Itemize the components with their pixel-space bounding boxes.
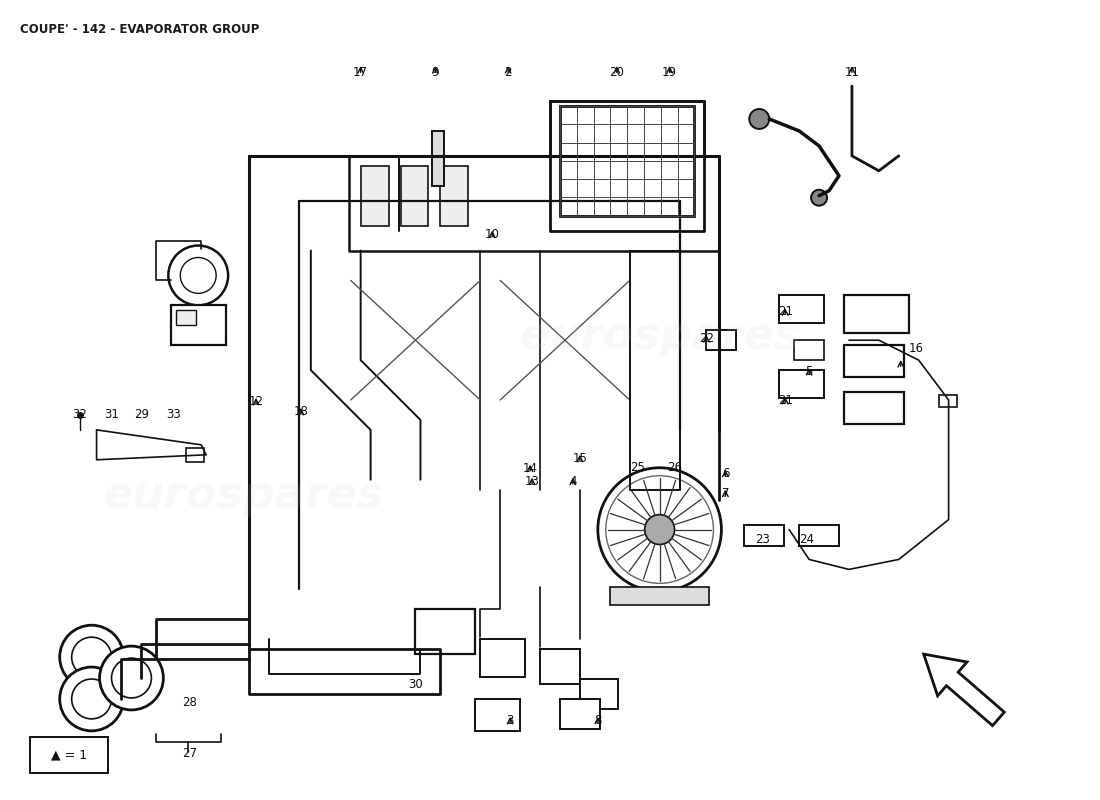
Bar (475, 699, 520, 731)
Bar (580, 679, 618, 709)
Bar (794, 340, 824, 360)
Bar (560, 106, 694, 216)
Bar (706, 330, 736, 350)
Bar (745, 525, 784, 546)
Circle shape (606, 476, 714, 583)
Text: eurospares: eurospares (102, 474, 384, 517)
Text: 33: 33 (166, 409, 180, 422)
Bar (779, 295, 824, 323)
Bar (844, 345, 904, 377)
Text: 10: 10 (485, 227, 499, 241)
Bar (560, 699, 600, 729)
Bar (844, 295, 909, 334)
Text: 17: 17 (353, 66, 369, 79)
Bar (481, 639, 525, 677)
Bar (938, 395, 957, 407)
Circle shape (100, 646, 163, 710)
Text: 31: 31 (104, 409, 119, 422)
Text: 13: 13 (525, 474, 539, 488)
Text: 22: 22 (698, 332, 714, 345)
FancyArrow shape (924, 654, 1004, 726)
Text: eurospares: eurospares (519, 314, 801, 358)
Circle shape (597, 468, 722, 591)
Text: 16: 16 (909, 342, 923, 355)
Text: 3: 3 (506, 714, 514, 727)
Bar (779, 370, 824, 398)
Text: 25: 25 (630, 462, 645, 474)
Bar (186, 448, 205, 462)
Text: 19: 19 (662, 66, 678, 79)
Circle shape (72, 679, 111, 719)
Text: 24: 24 (800, 533, 815, 546)
Text: 9: 9 (431, 66, 439, 79)
Text: 27: 27 (182, 746, 197, 760)
Text: 32: 32 (73, 409, 87, 422)
Text: 30: 30 (408, 678, 422, 690)
Text: 18: 18 (294, 405, 308, 418)
Text: 26: 26 (667, 462, 682, 474)
Circle shape (111, 658, 152, 698)
Text: 7: 7 (722, 486, 729, 500)
Bar (609, 587, 710, 606)
Circle shape (72, 637, 111, 677)
Circle shape (749, 109, 769, 129)
Text: 12: 12 (249, 395, 264, 408)
Circle shape (59, 626, 123, 689)
Circle shape (811, 190, 827, 206)
Circle shape (645, 514, 674, 545)
Text: 20: 20 (609, 66, 624, 79)
Text: 11: 11 (845, 66, 859, 79)
Bar (400, 166, 428, 226)
Text: 21: 21 (778, 394, 793, 407)
Text: 29: 29 (134, 409, 148, 422)
Bar (432, 131, 444, 186)
Text: 28: 28 (182, 696, 197, 709)
Circle shape (168, 246, 228, 306)
Bar (844, 392, 904, 424)
Text: ▲ = 1: ▲ = 1 (51, 748, 87, 762)
Circle shape (59, 667, 123, 731)
Text: 2: 2 (505, 66, 512, 79)
Bar (176, 310, 196, 326)
Bar (416, 610, 475, 654)
Bar (540, 649, 580, 684)
Bar (440, 166, 469, 226)
Circle shape (180, 258, 217, 294)
Text: 8: 8 (594, 714, 602, 727)
Text: 4: 4 (569, 474, 576, 488)
Text: 6: 6 (722, 466, 729, 480)
Bar (30, 737, 108, 773)
Bar (361, 166, 388, 226)
Bar (799, 525, 839, 546)
Text: COUPE' - 142 - EVAPORATOR GROUP: COUPE' - 142 - EVAPORATOR GROUP (20, 23, 260, 36)
Text: 14: 14 (522, 462, 538, 474)
Text: 15: 15 (572, 452, 587, 465)
Text: 5: 5 (805, 365, 813, 378)
Bar (172, 306, 227, 345)
Text: 23: 23 (755, 533, 770, 546)
Text: 21: 21 (778, 306, 793, 318)
